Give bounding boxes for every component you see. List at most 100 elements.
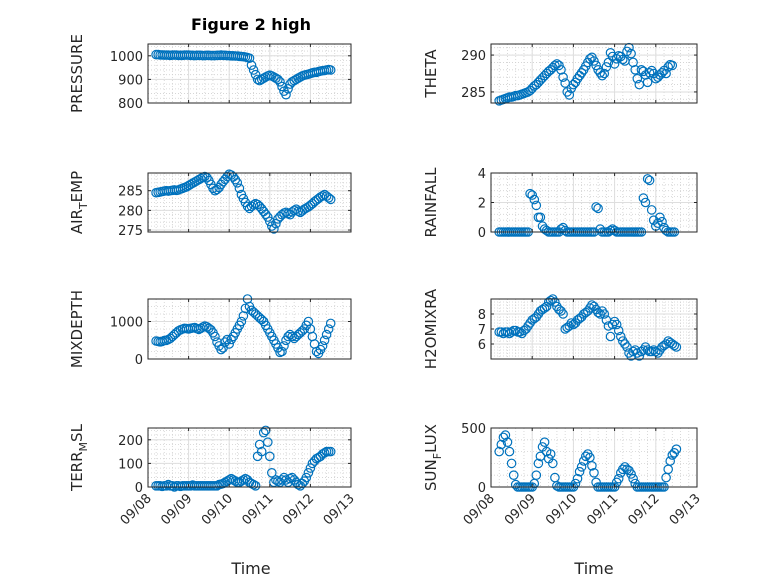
data-point bbox=[572, 473, 583, 484]
data-point bbox=[591, 202, 601, 212]
data-point bbox=[591, 60, 601, 71]
data-point bbox=[661, 68, 671, 79]
y-tick-label: 285 bbox=[118, 185, 143, 200]
y-axis-label: RAINFALL bbox=[422, 167, 440, 238]
data-point bbox=[611, 319, 622, 330]
data-point bbox=[609, 316, 620, 327]
series-markers bbox=[151, 294, 336, 359]
data-point bbox=[210, 331, 220, 342]
data-point bbox=[216, 344, 226, 355]
data-point bbox=[570, 478, 581, 489]
data-point bbox=[250, 480, 261, 491]
data-point bbox=[325, 446, 336, 457]
data-point bbox=[646, 65, 657, 76]
y-tick-label: 0 bbox=[478, 481, 486, 496]
data-point bbox=[303, 467, 314, 478]
axes-frame bbox=[147, 427, 352, 488]
data-point bbox=[256, 446, 267, 457]
y-tick-label: 900 bbox=[118, 73, 143, 88]
data-point bbox=[514, 327, 525, 337]
data-point bbox=[248, 65, 259, 75]
data-point bbox=[535, 212, 546, 223]
data-point bbox=[628, 473, 638, 484]
data-point bbox=[595, 68, 605, 78]
data-point bbox=[545, 449, 556, 459]
series-markers bbox=[151, 425, 336, 492]
data-point bbox=[531, 470, 542, 480]
data-point bbox=[558, 72, 568, 82]
data-point bbox=[585, 303, 595, 313]
data-point bbox=[622, 342, 632, 352]
x-axis-label-left: Time bbox=[230, 559, 270, 578]
data-point bbox=[556, 224, 566, 234]
data-point bbox=[212, 480, 222, 491]
data-point bbox=[587, 460, 597, 471]
data-point bbox=[646, 205, 657, 215]
data-point bbox=[494, 446, 504, 457]
data-point bbox=[576, 462, 587, 472]
data-point bbox=[607, 319, 618, 330]
y-tick-label: 7 bbox=[478, 323, 486, 338]
data-point bbox=[234, 183, 245, 194]
data-point bbox=[620, 339, 630, 349]
data-point bbox=[321, 329, 332, 340]
y-tick-label: 275 bbox=[118, 224, 143, 239]
data-point bbox=[632, 73, 643, 84]
series-markers bbox=[494, 294, 682, 361]
data-point bbox=[222, 171, 232, 182]
figure-title: Figure 2 high bbox=[191, 15, 311, 34]
data-point bbox=[558, 309, 568, 319]
data-point bbox=[642, 174, 653, 184]
data-point bbox=[269, 224, 279, 234]
y-tick-label: 280 bbox=[118, 204, 143, 219]
y-tick-label: 0 bbox=[135, 353, 143, 368]
y-tick-label: 4 bbox=[478, 167, 486, 182]
data-point bbox=[663, 62, 673, 72]
data-point bbox=[260, 209, 271, 220]
data-point bbox=[632, 348, 643, 358]
subplot-rainfall: 0 2 4 RAINFALL bbox=[422, 167, 698, 241]
series-markers bbox=[151, 49, 336, 100]
data-point bbox=[273, 74, 283, 85]
data-point bbox=[325, 318, 336, 329]
data-point bbox=[589, 56, 599, 66]
data-point bbox=[496, 439, 507, 450]
data-point bbox=[319, 335, 330, 346]
data-point bbox=[262, 212, 273, 222]
data-point bbox=[599, 309, 610, 319]
data-point bbox=[279, 341, 289, 351]
axes-frame bbox=[490, 427, 698, 488]
axes-frame bbox=[147, 43, 352, 104]
data-point bbox=[545, 295, 556, 306]
data-point bbox=[208, 183, 218, 194]
data-point bbox=[539, 437, 550, 447]
data-point bbox=[593, 203, 603, 214]
data-point bbox=[669, 340, 680, 351]
y-axis-label: H2OMIXRA bbox=[422, 288, 440, 369]
y-tick-label: 800 bbox=[118, 97, 143, 112]
data-point bbox=[226, 334, 236, 345]
subplot-h2omixra: 678 H2OMIXRA bbox=[422, 288, 698, 369]
y-tick-label: 285 bbox=[461, 86, 486, 101]
y-axis-label: SUNFLUX bbox=[422, 424, 444, 491]
data-point bbox=[325, 65, 336, 75]
data-point bbox=[319, 447, 330, 458]
y-tick-label: 2 bbox=[478, 197, 486, 212]
data-point bbox=[236, 316, 247, 327]
data-point bbox=[599, 68, 610, 79]
data-point bbox=[595, 309, 605, 319]
data-point bbox=[626, 48, 636, 59]
data-point bbox=[593, 307, 603, 318]
data-point bbox=[293, 206, 303, 216]
data-point bbox=[533, 458, 544, 469]
data-point bbox=[667, 60, 678, 71]
data-point bbox=[597, 70, 607, 81]
data-point bbox=[566, 318, 577, 328]
data-point bbox=[508, 470, 519, 480]
y-tick-label: 290 bbox=[461, 49, 486, 64]
data-point bbox=[657, 68, 667, 78]
data-point bbox=[550, 297, 560, 307]
y-axis-label: AIRTEMP bbox=[68, 171, 90, 234]
data-point bbox=[589, 467, 599, 478]
data-point bbox=[248, 200, 259, 210]
